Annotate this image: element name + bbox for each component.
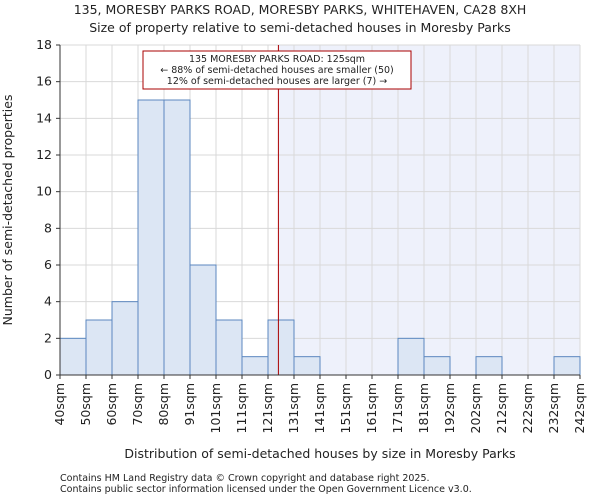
x-tick-label: 91sqm <box>182 383 197 426</box>
x-tick-label: 121sqm <box>260 383 275 433</box>
x-tick-label: 171sqm <box>390 383 405 433</box>
histogram-bar <box>215 319 243 376</box>
histogram-bar <box>397 337 425 376</box>
x-tick-label: 212sqm <box>494 383 509 433</box>
histogram-bar <box>59 337 87 376</box>
histogram-bar <box>137 99 165 376</box>
x-tick-label: 222sqm <box>520 383 535 433</box>
histogram-bar <box>553 356 581 376</box>
footer-line-2: Contains public sector information licen… <box>60 484 472 495</box>
x-tick-label: 111sqm <box>234 383 249 433</box>
chart-subtitle: Size of property relative to semi-detach… <box>89 20 511 35</box>
x-tick-label: 181sqm <box>416 383 431 433</box>
x-tick-label: 151sqm <box>338 383 353 433</box>
histogram-bar <box>267 319 295 376</box>
footer-line-1: Contains HM Land Registry data © Crown c… <box>60 473 430 484</box>
highlight-region <box>278 45 580 375</box>
histogram-bar <box>423 356 451 376</box>
y-tick-label: 0 <box>44 367 52 382</box>
annotation-box: 135 MORESBY PARKS ROAD: 125sqm ← 88% of … <box>142 50 412 90</box>
x-tick-label: 242sqm <box>572 383 587 433</box>
x-tick-label: 161sqm <box>364 383 379 433</box>
annotation-line-2: ← 88% of semi-detached houses are smalle… <box>160 65 394 76</box>
y-tick-label: 16 <box>36 74 52 89</box>
histogram-bar <box>293 356 321 376</box>
y-tick-label: 18 <box>36 37 52 52</box>
histogram-bar <box>85 319 113 376</box>
y-tick-label: 4 <box>44 294 52 309</box>
y-tick-label: 2 <box>44 330 52 345</box>
x-tick-label: 80sqm <box>156 383 171 426</box>
chart-title: 135, MORESBY PARKS ROAD, MORESBY PARKS, … <box>74 2 527 17</box>
annotation-line-3: 12% of semi-detached houses are larger (… <box>167 76 387 87</box>
highlight-region-layer <box>278 45 580 375</box>
y-tick-label: 14 <box>36 110 52 125</box>
x-tick-label: 232sqm <box>546 383 561 433</box>
x-tick-label: 131sqm <box>286 383 301 433</box>
histogram-bar <box>241 356 269 376</box>
x-tick-label: 202sqm <box>468 383 483 433</box>
x-tick-label: 192sqm <box>442 383 457 433</box>
y-tick-label: 8 <box>44 220 52 235</box>
x-tick-label: 60sqm <box>104 383 119 426</box>
y-axis-label: Number of semi-detached properties <box>0 95 15 326</box>
histogram-bar <box>189 264 217 376</box>
histogram-bar <box>163 99 191 376</box>
histogram-bar <box>111 301 139 376</box>
annotation-box-border <box>142 50 412 90</box>
y-tick-label: 12 <box>36 147 52 162</box>
x-tick-label: 50sqm <box>78 383 93 426</box>
x-axis-label: Distribution of semi-detached houses by … <box>124 446 515 461</box>
annotation-line-1: 135 MORESBY PARKS ROAD: 125sqm <box>189 54 365 65</box>
x-tick-label: 40sqm <box>52 383 67 426</box>
x-tick-label: 70sqm <box>130 383 145 426</box>
histogram-bar <box>475 356 503 376</box>
y-tick-label: 10 <box>36 184 52 199</box>
x-tick-label: 141sqm <box>312 383 327 433</box>
bar-layer <box>59 99 581 376</box>
axis-layer: 0 2 4 6 8 10 12 14 16 18 40sqm 50sqm 60sqm 70sqm 80sqm… <box>36 37 587 433</box>
x-tick-label: 101sqm <box>208 383 223 433</box>
y-tick-label: 6 <box>44 257 52 272</box>
